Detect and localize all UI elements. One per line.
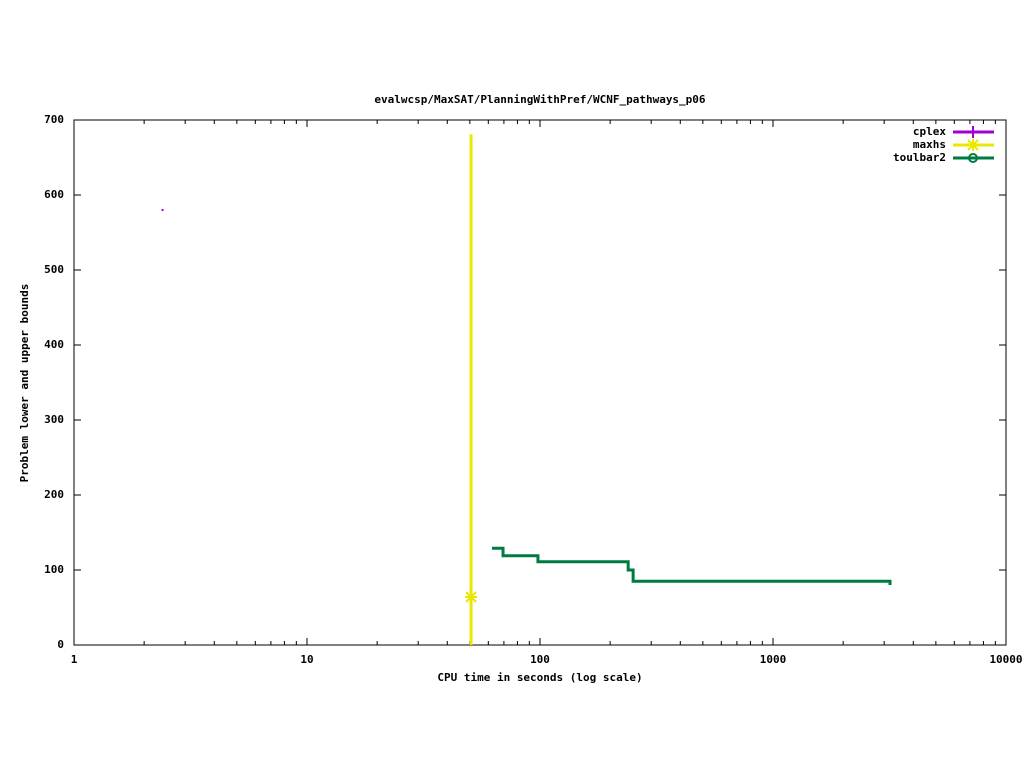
y-tick-label: 0	[57, 638, 64, 651]
x-tick-label: 1000	[760, 653, 787, 666]
legend-label: cplex	[913, 125, 946, 138]
y-tick-label: 200	[44, 488, 64, 501]
legend-label: toulbar2	[893, 151, 946, 164]
data-line	[491, 546, 892, 585]
data-point	[161, 209, 164, 211]
legend-marker	[465, 591, 478, 603]
x-tick-label: 100	[530, 653, 550, 666]
legend-marker	[968, 153, 978, 163]
x-axis-label: CPU time in seconds (log scale)	[437, 671, 642, 684]
y-tick-label: 500	[44, 263, 64, 276]
chart-title: evalwcsp/MaxSAT/PlanningWithPref/WCNF_pa…	[374, 93, 706, 106]
y-tick-label: 600	[44, 188, 64, 201]
x-tick-label: 10000	[989, 653, 1022, 666]
y-tick-label: 700	[44, 113, 64, 126]
legend-label: maxhs	[913, 138, 946, 151]
x-tick-label: 1	[71, 653, 78, 666]
y-tick-label: 100	[44, 563, 64, 576]
x-tick-label: 10	[300, 653, 313, 666]
legend-marker	[967, 126, 979, 138]
y-tick-label: 400	[44, 338, 64, 351]
y-tick-label: 300	[44, 413, 64, 426]
legend-marker	[967, 139, 979, 151]
y-axis-label: Problem lower and upper bounds	[18, 284, 31, 483]
